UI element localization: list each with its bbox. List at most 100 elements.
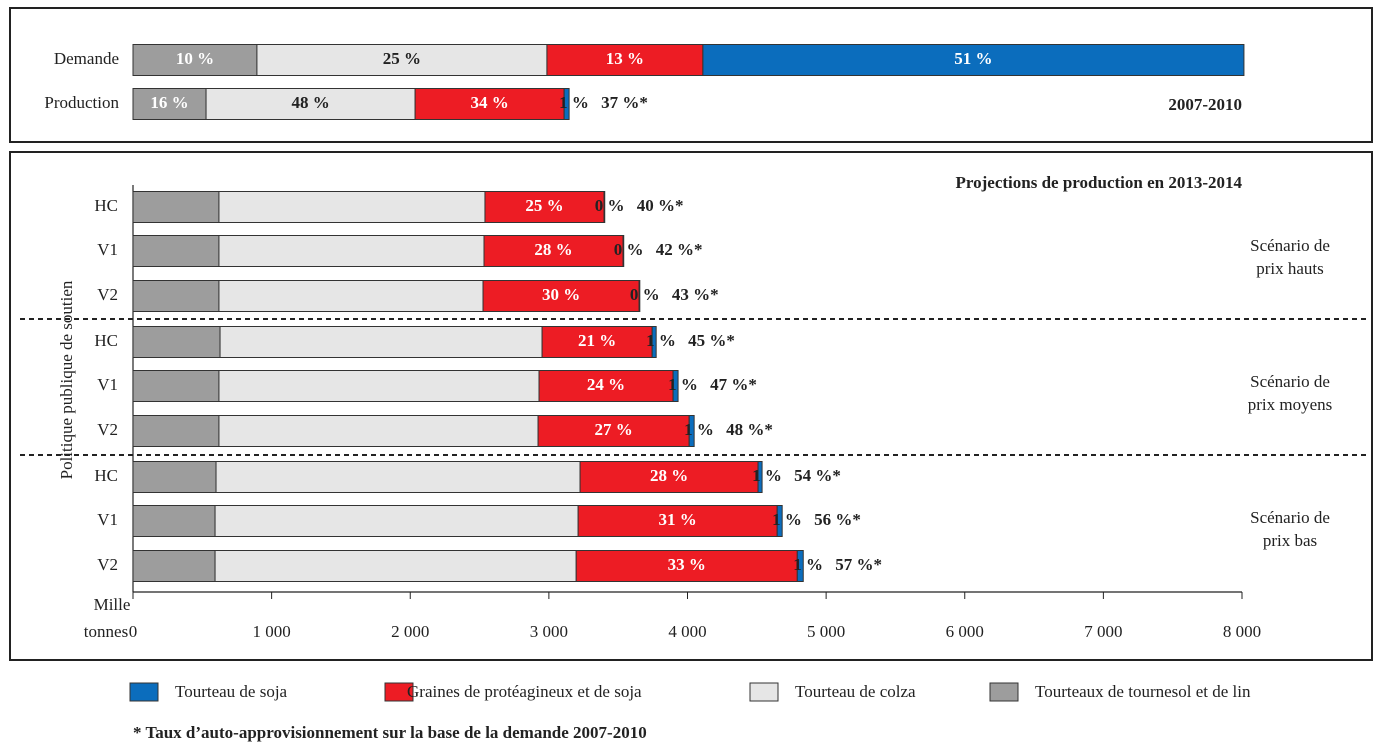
legend-swatch bbox=[384, 682, 414, 702]
bar-segment bbox=[603, 191, 606, 223]
bar-segment bbox=[214, 505, 579, 537]
y-tick-label: V1 bbox=[97, 240, 118, 259]
y-tick-label: V2 bbox=[97, 285, 118, 304]
bar-segment bbox=[622, 235, 625, 267]
share-label: 24 % bbox=[587, 375, 625, 394]
bar-segment bbox=[757, 461, 763, 493]
bar-segment bbox=[132, 191, 220, 223]
share-label: 1 % bbox=[793, 555, 823, 574]
scenario-label: Scénario de bbox=[1250, 508, 1330, 527]
self-supply-label: 56 %* bbox=[814, 510, 861, 529]
bar-segment bbox=[579, 461, 759, 493]
x-tick-label: 2 000 bbox=[391, 622, 429, 641]
bar-segment bbox=[484, 191, 605, 223]
share-label: 0 % bbox=[630, 285, 660, 304]
legend-swatch bbox=[989, 682, 1019, 702]
self-supply-label: 45 %* bbox=[688, 331, 735, 350]
bar-segment bbox=[575, 550, 798, 582]
share-label: 0 % bbox=[614, 240, 644, 259]
bar-segment bbox=[205, 88, 416, 120]
y-tick-label: V2 bbox=[97, 555, 118, 574]
bar-segment bbox=[577, 505, 778, 537]
bar-segment bbox=[132, 280, 220, 312]
legend-label: Tourteau de soja bbox=[175, 682, 288, 701]
bar-segment bbox=[776, 505, 783, 537]
period-label: 2007-2010 bbox=[1168, 95, 1242, 114]
y-tick-label: Production bbox=[44, 93, 119, 112]
bar-segment bbox=[132, 550, 216, 582]
bar-segment bbox=[482, 280, 640, 312]
share-label: 28 % bbox=[650, 466, 688, 485]
scenario-label: Scénario de bbox=[1250, 372, 1330, 391]
footnote: * Taux d’auto-approvisionnement sur la b… bbox=[133, 723, 647, 742]
bar-segment bbox=[702, 44, 1245, 76]
x-tick-label: 1 000 bbox=[253, 622, 291, 641]
x-tick-label: 4 000 bbox=[668, 622, 706, 641]
bar-segment bbox=[219, 326, 543, 358]
y-tick-label: HC bbox=[94, 331, 118, 350]
bar-segment bbox=[132, 415, 220, 447]
bar-segment bbox=[538, 370, 674, 402]
chart-title: Projections de production en 2013-2014 bbox=[956, 173, 1243, 192]
bar-segment bbox=[218, 415, 539, 447]
share-label: 1 % bbox=[684, 420, 714, 439]
bar-segment bbox=[672, 370, 679, 402]
self-supply-label: 42 %* bbox=[656, 240, 703, 259]
bar-segment bbox=[563, 88, 570, 120]
bar-segment bbox=[132, 505, 216, 537]
bar-segment bbox=[541, 326, 653, 358]
bar-segment bbox=[214, 550, 577, 582]
legend-label: Tourteaux de tournesol et de lin bbox=[1035, 682, 1251, 701]
share-label: 1 % bbox=[646, 331, 676, 350]
bar-segment bbox=[218, 370, 540, 402]
self-supply-label: 40 %* bbox=[637, 196, 684, 215]
share-label: 13 % bbox=[606, 49, 644, 68]
bar-segment bbox=[132, 88, 207, 120]
legend-swatch bbox=[129, 682, 159, 702]
bar-segment bbox=[483, 235, 624, 267]
bar-segment bbox=[218, 235, 485, 267]
x-axis-label: Mille bbox=[94, 595, 131, 614]
y-tick-label: HC bbox=[94, 196, 118, 215]
bar-segment bbox=[218, 191, 486, 223]
x-tick-label: 5 000 bbox=[807, 622, 845, 641]
share-label: 1 % bbox=[772, 510, 802, 529]
y-tick-label: HC bbox=[94, 466, 118, 485]
share-label: 34 % bbox=[470, 93, 508, 112]
share-label: 30 % bbox=[542, 285, 580, 304]
share-label: 21 % bbox=[578, 331, 616, 350]
share-label: 10 % bbox=[176, 49, 214, 68]
legend-label: Graines de protéagineux et de soja bbox=[407, 682, 642, 701]
share-label: 1 % bbox=[668, 375, 698, 394]
bar-segment bbox=[651, 326, 657, 358]
bottom-panel bbox=[9, 151, 1373, 661]
legend-label: Tourteau de colza bbox=[795, 682, 916, 701]
share-label: 25 % bbox=[525, 196, 563, 215]
self-supply-label: 37 %* bbox=[601, 93, 648, 112]
self-supply-label: 48 %* bbox=[726, 420, 773, 439]
bar-segment bbox=[132, 44, 258, 76]
x-tick-label: 0 bbox=[129, 622, 138, 641]
share-label: 0 % bbox=[595, 196, 625, 215]
bar-segment bbox=[414, 88, 565, 120]
y-tick-label: Demande bbox=[54, 49, 119, 68]
self-supply-label: 54 %* bbox=[794, 466, 841, 485]
bar-segment bbox=[218, 280, 484, 312]
scenario-label: prix bas bbox=[1263, 531, 1317, 550]
bar-segment bbox=[132, 235, 220, 267]
x-tick-label: 3 000 bbox=[530, 622, 568, 641]
bar-segment bbox=[688, 415, 695, 447]
bar-segment bbox=[537, 415, 690, 447]
x-tick-label: 8 000 bbox=[1223, 622, 1261, 641]
bar-segment bbox=[638, 280, 641, 312]
bar-segment bbox=[796, 550, 804, 582]
bar-segment bbox=[215, 461, 581, 493]
share-label: 25 % bbox=[383, 49, 421, 68]
share-label: 1 % bbox=[752, 466, 782, 485]
bar-segment bbox=[132, 461, 217, 493]
share-label: 1 % bbox=[559, 93, 589, 112]
x-tick-label: 6 000 bbox=[946, 622, 984, 641]
y-tick-label: V1 bbox=[97, 510, 118, 529]
y-tick-label: V1 bbox=[97, 375, 118, 394]
